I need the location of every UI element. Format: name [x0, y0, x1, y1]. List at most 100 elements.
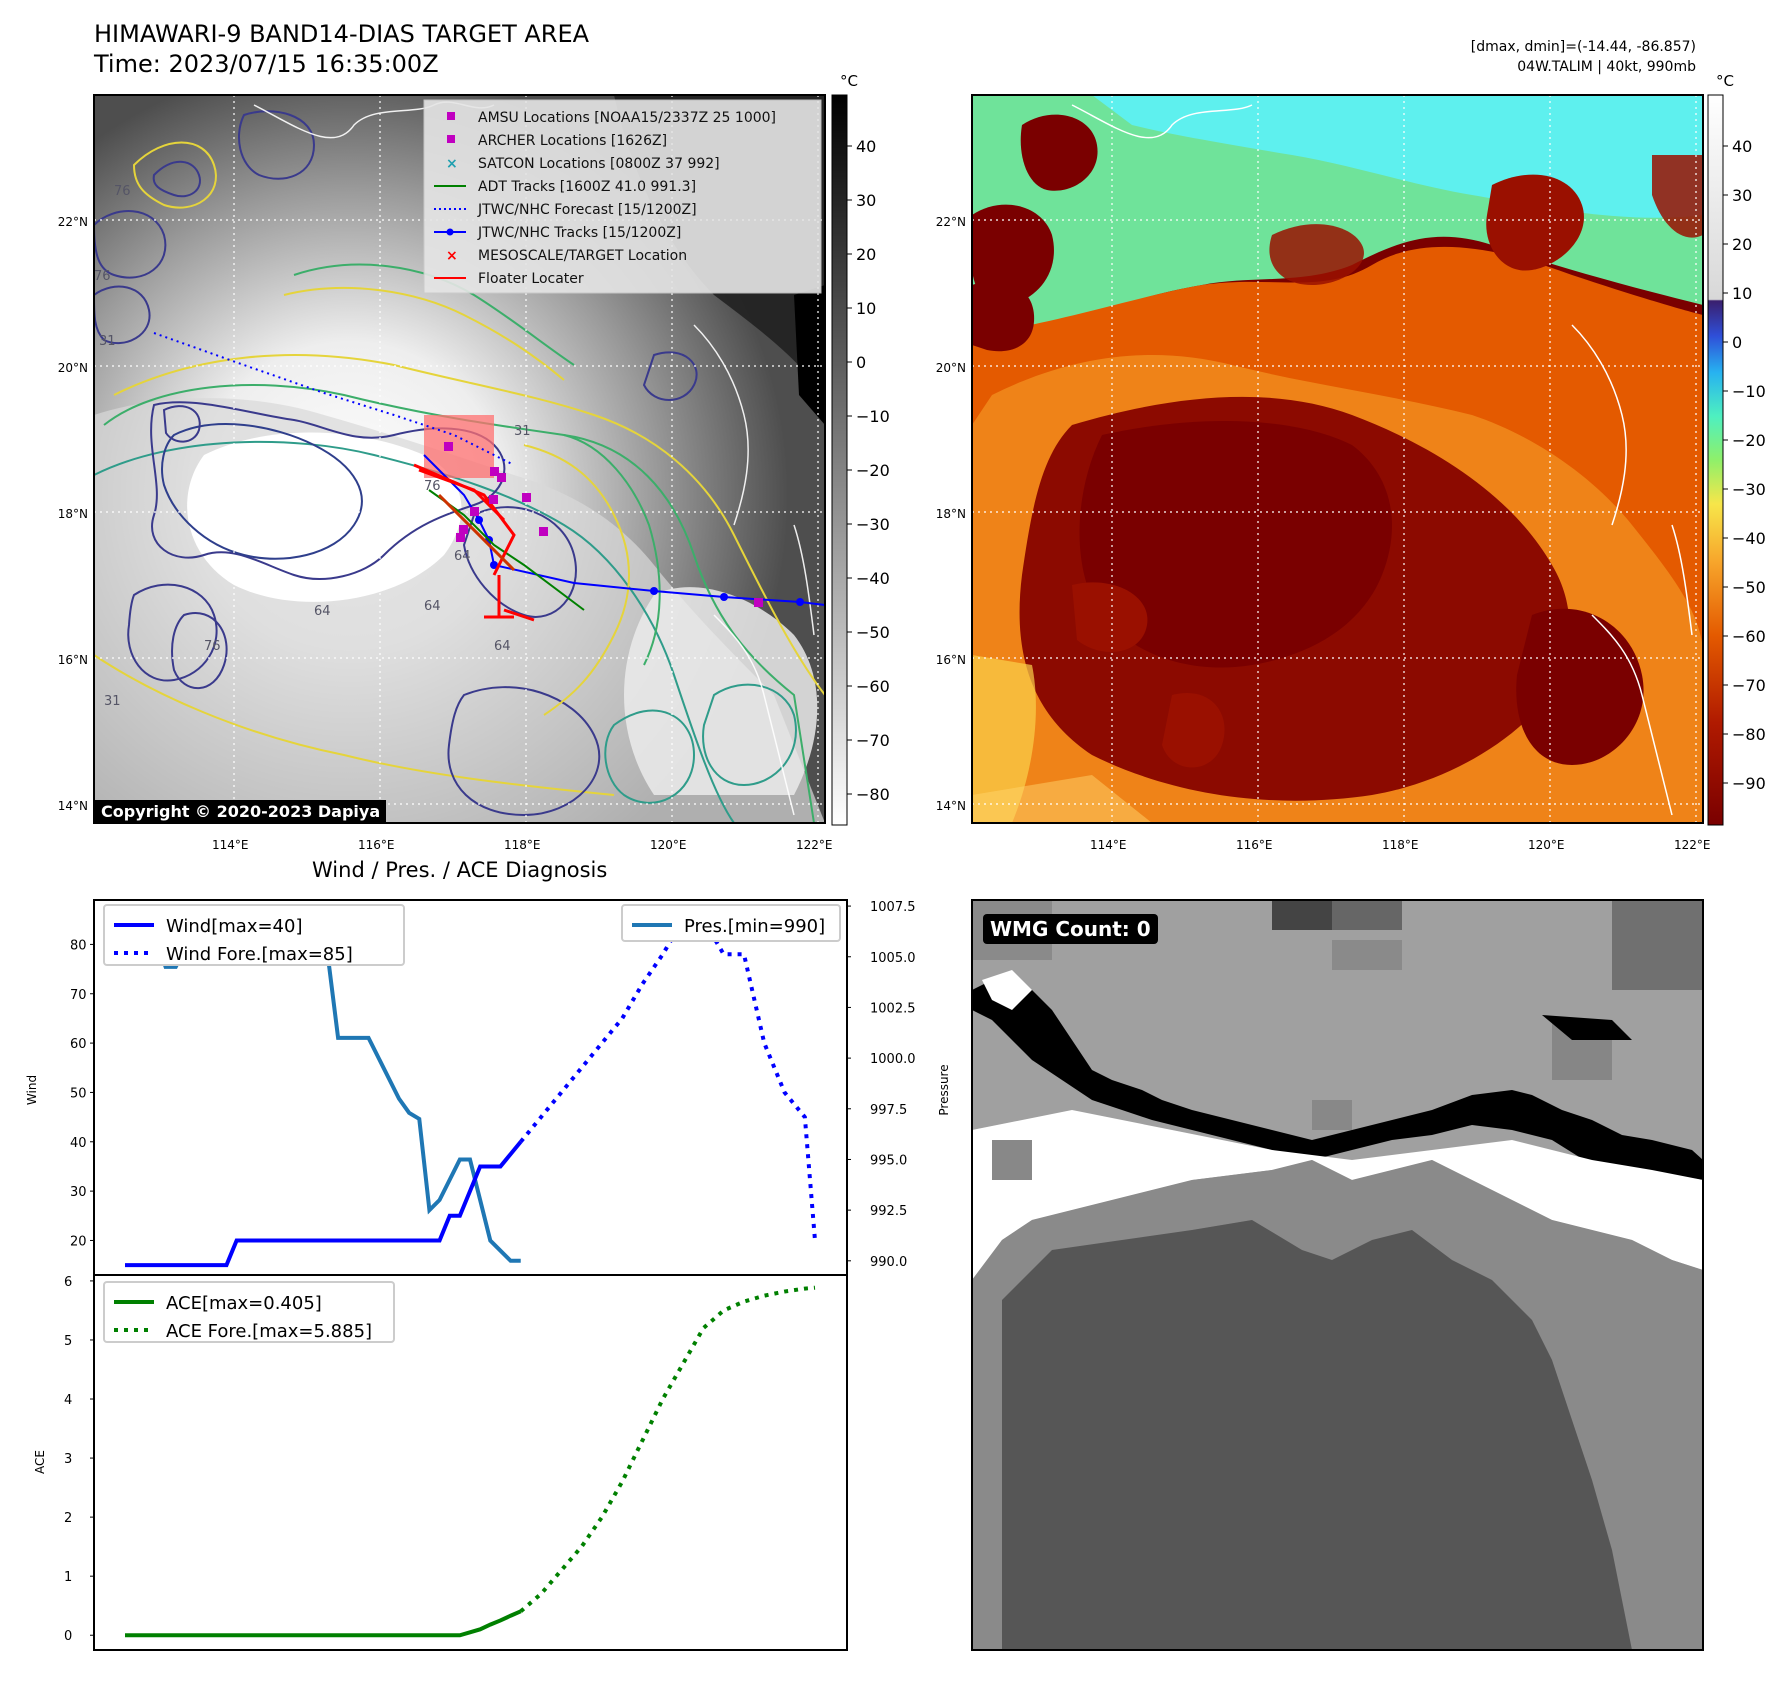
- colorbar-tick-label: −50: [856, 623, 890, 642]
- contour-label: 31: [104, 694, 121, 709]
- lon-label: 114°E: [212, 838, 249, 852]
- diagnosis-title: Wind / Pres. / ACE Diagnosis: [312, 858, 608, 882]
- contour-label: 64: [424, 599, 441, 614]
- colorbar-tick-label: −20: [856, 461, 890, 480]
- legend-label: AMSU Locations [NOAA15/2337Z 25 1000]: [478, 110, 776, 126]
- wind-ytick-label: 20: [70, 1234, 87, 1249]
- colorbar-tick-label: 20: [1732, 235, 1752, 254]
- ace-ytick-label: 5: [64, 1334, 72, 1349]
- storm-info: 04W.TALIM | 40kt, 990mb: [1517, 59, 1696, 75]
- right-colorbar-unit: °C: [1716, 72, 1734, 90]
- legend-box: [621, 904, 841, 942]
- lon-label: 116°E: [1236, 838, 1273, 852]
- pres-ytick-label: 997.5: [870, 1103, 907, 1118]
- colorbar-tick-label: −80: [856, 785, 890, 804]
- contour-label: 64: [314, 604, 331, 619]
- legend-label: Wind[max=40]: [166, 916, 303, 937]
- lon-label: 116°E: [358, 838, 395, 852]
- legend-entry: JTWC/NHC Tracks [15/1200Z]: [434, 225, 681, 241]
- right-map-panel: [971, 94, 1704, 824]
- legend-marker: [447, 135, 455, 143]
- legend-entry: ARCHER Locations [1626Z]: [447, 133, 667, 149]
- colorbar-tick-label: −40: [1732, 529, 1766, 548]
- legend-entry: Floater Locater: [434, 271, 584, 287]
- left-colorbar-unit: °C: [840, 72, 858, 90]
- legend-box: [103, 904, 405, 966]
- pres-ytick-label: 990.0: [870, 1255, 907, 1270]
- ace-ytick-label: 1: [64, 1570, 72, 1585]
- colorbar-tick-label: −80: [1732, 725, 1766, 744]
- lat-label: 18°N: [57, 507, 88, 521]
- floater-box: [424, 415, 494, 478]
- colorbar-tick-label: −30: [856, 515, 890, 534]
- lon-label: 118°E: [504, 838, 541, 852]
- colorbar-tick-label: −60: [856, 677, 890, 696]
- ace-forecast-line: [519, 1285, 816, 1613]
- lat-label: 14°N: [57, 799, 88, 813]
- colorbar-tick-label: 0: [856, 353, 866, 372]
- contour-label: 76: [424, 479, 441, 494]
- wind-ytick-label: 60: [70, 1037, 87, 1052]
- jtwc-forecast-track: [153, 332, 515, 466]
- colorbar-tick-label: −50: [1732, 578, 1766, 597]
- pres-ytick-label: 995.0: [870, 1153, 907, 1168]
- colorbar-tick-label: −10: [1732, 382, 1766, 401]
- contour-label: 31: [514, 424, 531, 439]
- wind-ytick-label: 80: [70, 938, 87, 953]
- lat-label: 20°N: [935, 361, 966, 375]
- legend-label: ARCHER Locations [1626Z]: [478, 133, 667, 149]
- legend-marker: [447, 112, 455, 120]
- legend-entry: ADT Tracks [1600Z 41.0 991.3]: [434, 179, 696, 195]
- wind-ytick-label: 50: [70, 1086, 87, 1101]
- colorbar-tick-label: −10: [856, 407, 890, 426]
- legend-marker: ×: [446, 156, 458, 172]
- colorbar-tick-label: 0: [1732, 333, 1742, 352]
- legend-label: Wind Fore.[max=85]: [166, 944, 353, 965]
- copyright-label: Copyright © 2020-2023 Dapiya: [95, 800, 387, 823]
- legend-label: ADT Tracks [1600Z 41.0 991.3]: [478, 179, 696, 195]
- colorbar-tick-label: 10: [856, 299, 876, 318]
- pres-ytick-label: 1002.5: [870, 1001, 916, 1016]
- lat-label: 16°N: [57, 653, 88, 667]
- ace-ytick-label: 3: [64, 1452, 72, 1467]
- legend-label: JTWC/NHC Forecast [15/1200Z]: [477, 202, 697, 218]
- lat-label: 22°N: [57, 215, 88, 229]
- colorbar-tick-label: −70: [856, 731, 890, 750]
- ace-ytick-label: 0: [64, 1629, 72, 1644]
- wmg-count-badge: WMG Count: 0: [983, 914, 1158, 944]
- contour-label: 76: [204, 639, 221, 654]
- legend-entry: × SATCON Locations [0800Z 37 992]: [446, 156, 720, 172]
- lon-label: 122°E: [1674, 838, 1711, 852]
- legend-label: ACE Fore.[max=5.885]: [166, 1321, 372, 1342]
- right-map-grid: [972, 95, 1703, 823]
- ace-ytick-label: 4: [64, 1393, 72, 1408]
- ace-series-line: [125, 1609, 522, 1638]
- floater-locater: [413, 463, 535, 622]
- lon-label: 120°E: [1528, 838, 1565, 852]
- dmax-dmin-readout: [dmax, dmin]=(-14.44, -86.857): [1470, 39, 1696, 55]
- colorbar-tick-label: −40: [856, 569, 890, 588]
- lat-label: 20°N: [57, 361, 88, 375]
- lat-label: 18°N: [935, 507, 966, 521]
- contour-label: 31: [99, 334, 116, 349]
- lon-label: 118°E: [1382, 838, 1419, 852]
- contour-label: 64: [454, 549, 471, 564]
- lat-label: 22°N: [935, 215, 966, 229]
- legend-label: ACE[max=0.405]: [166, 1293, 322, 1314]
- diagnosis-chart: 807060504030201007.51005.01002.51000.099…: [25, 899, 951, 1651]
- figure-title-line1: HIMAWARI-9 BAND14-DIAS TARGET AREA: [94, 20, 590, 48]
- legend-label: MESOSCALE/TARGET Location: [478, 248, 687, 264]
- legend-label: SATCON Locations [0800Z 37 992]: [478, 156, 720, 172]
- legend-marker: ×: [446, 248, 458, 264]
- lon-label: 120°E: [650, 838, 687, 852]
- colorbar-tick-label: −20: [1732, 431, 1766, 450]
- contour-label: 76: [114, 184, 131, 199]
- lat-label: 16°N: [935, 653, 966, 667]
- left-colorbar: 40 30 20 10 0 −10 −20 −30 −40 −50 −60 −70 −80: [831, 94, 890, 826]
- jtwc-track: [493, 564, 826, 606]
- left-map-panel: AMSU Locations [NOAA15/2337Z 25 1000] ARC…: [92, 94, 826, 824]
- legend-marker: [446, 228, 454, 236]
- legend-label: Pres.[min=990]: [684, 916, 825, 937]
- colorbar-tick-label: −90: [1732, 774, 1766, 793]
- colorbar-tick-label: −70: [1732, 676, 1766, 695]
